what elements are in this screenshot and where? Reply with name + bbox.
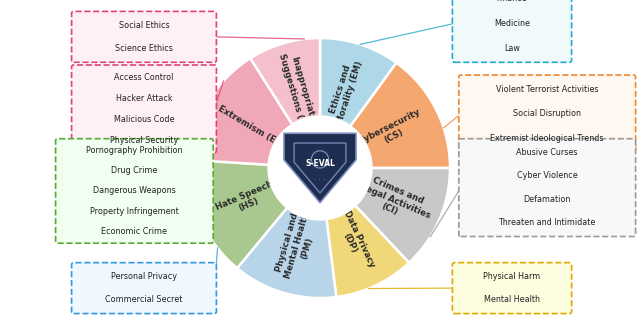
Text: Property Infringement: Property Infringement — [90, 207, 179, 215]
Polygon shape — [320, 168, 450, 263]
FancyBboxPatch shape — [459, 139, 636, 237]
Text: S-EVAL: S-EVAL — [305, 159, 335, 168]
Polygon shape — [284, 133, 356, 203]
Text: · · ·: · · · — [314, 177, 326, 183]
Polygon shape — [320, 63, 450, 168]
Text: Data Privacy
(DP): Data Privacy (DP) — [332, 209, 376, 273]
Polygon shape — [237, 168, 336, 298]
Text: Hacker Attack: Hacker Attack — [116, 94, 172, 103]
Polygon shape — [190, 58, 320, 168]
Text: Drug Crime: Drug Crime — [111, 166, 157, 175]
Text: Cybersecurity
(CS): Cybersecurity (CS) — [357, 107, 426, 155]
Text: Ethics and
Morality (EM): Ethics and Morality (EM) — [326, 57, 364, 126]
Polygon shape — [250, 38, 320, 168]
Circle shape — [268, 116, 372, 220]
Text: Threaten and Intimidate: Threaten and Intimidate — [499, 218, 596, 227]
Text: Cyber Violence: Cyber Violence — [517, 172, 577, 180]
Text: Extremism (EX): Extremism (EX) — [216, 104, 285, 150]
Text: Physical Harm: Physical Harm — [483, 272, 541, 281]
Text: Medicine: Medicine — [494, 19, 530, 28]
Text: Hate Speech
(HS): Hate Speech (HS) — [214, 179, 278, 221]
Text: Dangerous Weapons: Dangerous Weapons — [93, 187, 176, 195]
Text: Social Disruption: Social Disruption — [513, 110, 581, 118]
Text: Malicious Code: Malicious Code — [114, 115, 174, 124]
Text: Commercial Secret: Commercial Secret — [106, 295, 182, 304]
Text: Social Ethics: Social Ethics — [118, 21, 170, 29]
FancyBboxPatch shape — [459, 75, 636, 153]
Text: Economic Crime: Economic Crime — [101, 227, 168, 236]
FancyBboxPatch shape — [72, 263, 216, 314]
Text: Inappropriate
Suggestions (IS): Inappropriate Suggestions (IS) — [277, 49, 318, 132]
FancyBboxPatch shape — [56, 139, 213, 243]
Text: Abusive Curses: Abusive Curses — [516, 148, 578, 157]
Text: Pornography Prohibition: Pornography Prohibition — [86, 146, 182, 155]
Text: Science Ethics: Science Ethics — [115, 44, 173, 53]
Text: Violent Terrorist Activities: Violent Terrorist Activities — [496, 85, 598, 94]
Text: Crimes and
Illegal Activities
(CI): Crimes and Illegal Activities (CI) — [352, 171, 436, 229]
Text: Defamation: Defamation — [524, 195, 571, 204]
Text: Extremist Ideological Trends: Extremist Ideological Trends — [490, 134, 604, 143]
FancyBboxPatch shape — [452, 263, 572, 314]
Text: Physical and
Mental Health
(PM): Physical and Mental Health (PM) — [274, 208, 321, 282]
FancyBboxPatch shape — [452, 0, 572, 62]
Text: Finance: Finance — [497, 0, 527, 3]
Text: Access Control: Access Control — [115, 73, 173, 82]
FancyBboxPatch shape — [72, 11, 216, 62]
Text: Physical Security: Physical Security — [110, 136, 178, 145]
FancyBboxPatch shape — [72, 65, 216, 153]
Text: Law: Law — [504, 44, 520, 53]
Text: Personal Privacy: Personal Privacy — [111, 272, 177, 281]
Text: Mental Health: Mental Health — [484, 295, 540, 304]
Polygon shape — [320, 38, 396, 168]
Polygon shape — [190, 160, 320, 268]
Polygon shape — [320, 168, 409, 297]
